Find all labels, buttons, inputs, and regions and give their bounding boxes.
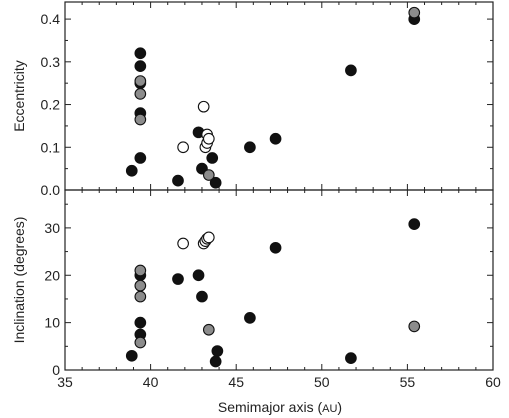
bottom-point-filled-gray	[134, 290, 147, 303]
top-point-filled-gray	[408, 6, 421, 19]
bottom-y-tick-label: 30	[44, 220, 60, 236]
bottom-y-tick-label: 10	[44, 315, 60, 331]
bottom-x-tick-label: 40	[143, 374, 159, 390]
top-point-open	[197, 100, 210, 113]
top-point-filled-gray	[134, 88, 147, 100]
bottom-frame	[64, 189, 494, 371]
bottom-point-filled-black	[269, 241, 282, 254]
bottom-point-filled-black	[172, 273, 184, 285]
bottom-point-filled-gray	[134, 336, 147, 349]
bottom-point-filled-black	[209, 355, 222, 368]
top-point-open	[177, 141, 189, 154]
bottom-point-filled-gray	[202, 323, 215, 336]
bottom-y-tick-label: 0	[52, 362, 60, 378]
bottom-point-filled-black	[408, 218, 421, 230]
top-point-filled-black	[125, 164, 138, 177]
top-y-tick-label: 0.3	[41, 54, 61, 70]
top-point-filled-black	[206, 152, 219, 164]
bottom-point-filled-gray	[134, 264, 147, 277]
x-axis-label: Semimajor axis (AU)	[218, 399, 342, 415]
bottom-y-tick-label: 20	[44, 267, 60, 283]
top-point-filled-black	[269, 132, 282, 145]
bottom-panel: 0 10 20 30 35 40 45 50 55 60 Inclination (degrees)	[11, 189, 501, 390]
top-point-filled-black	[345, 64, 357, 77]
bottom-point-filled-black	[125, 349, 138, 362]
bottom-x-tick-label: 55	[400, 374, 416, 390]
top-point-open	[202, 132, 215, 145]
bottom-point-filled-gray	[134, 279, 147, 292]
bottom-y-axis-label: Inclination (degrees)	[11, 217, 27, 344]
top-y-tick-label: 0.1	[41, 139, 61, 155]
top-y-tick-label: 0.4	[41, 11, 61, 27]
bottom-point-filled-black	[134, 316, 147, 329]
top-point-filled-gray	[134, 113, 147, 126]
top-point-filled-black	[134, 47, 147, 60]
top-y-tick-label: 0.0	[41, 182, 61, 198]
bottom-point-open	[202, 231, 215, 244]
bottom-point-filled-black	[196, 290, 208, 303]
bottom-x-tick-label: 45	[228, 374, 244, 390]
bottom-point-open	[177, 237, 189, 250]
top-point-filled-gray	[134, 75, 147, 87]
bottom-point-filled-gray	[408, 320, 421, 333]
bottom-x-tick-label: 35	[57, 374, 73, 390]
top-y-axis-label: Eccentricity	[11, 60, 27, 132]
bottom-point-filled-black	[345, 352, 357, 365]
bottom-point-filled-black	[211, 345, 224, 357]
top-point-filled-black	[172, 174, 184, 187]
bottom-x-tick-label: 60	[485, 374, 501, 390]
top-y-tick-label: 0.2	[41, 97, 61, 113]
bottom-point-filled-black	[192, 269, 205, 282]
bottom-x-tick-label: 50	[314, 374, 330, 390]
top-panel: 0.0 0.1 0.2 0.3 0.4 Eccentricity	[11, 1, 494, 198]
top-point-filled-black	[244, 141, 256, 154]
top-point-filled-black	[134, 152, 147, 164]
top-point-filled-black	[209, 176, 222, 189]
panels: 0.0 0.1 0.2 0.3 0.4 Eccentricity 0 10 20 30 35 40 45…	[11, 1, 501, 390]
top-point-filled-black	[134, 60, 147, 72]
top-point-filled-gray	[202, 169, 215, 181]
bottom-point-filled-black	[244, 312, 256, 324]
